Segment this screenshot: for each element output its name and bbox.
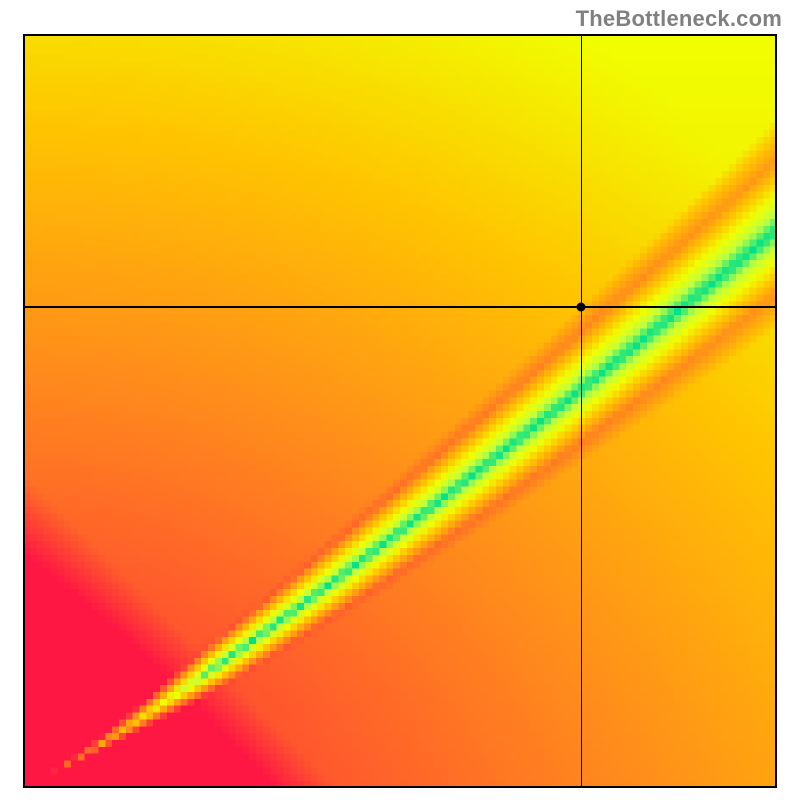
watermark-text: TheBottleneck.com xyxy=(576,6,782,32)
crosshair-vertical-line xyxy=(581,34,582,788)
crosshair-horizontal-line xyxy=(23,306,777,307)
marker-dot xyxy=(577,302,586,311)
plot-frame xyxy=(23,34,777,788)
